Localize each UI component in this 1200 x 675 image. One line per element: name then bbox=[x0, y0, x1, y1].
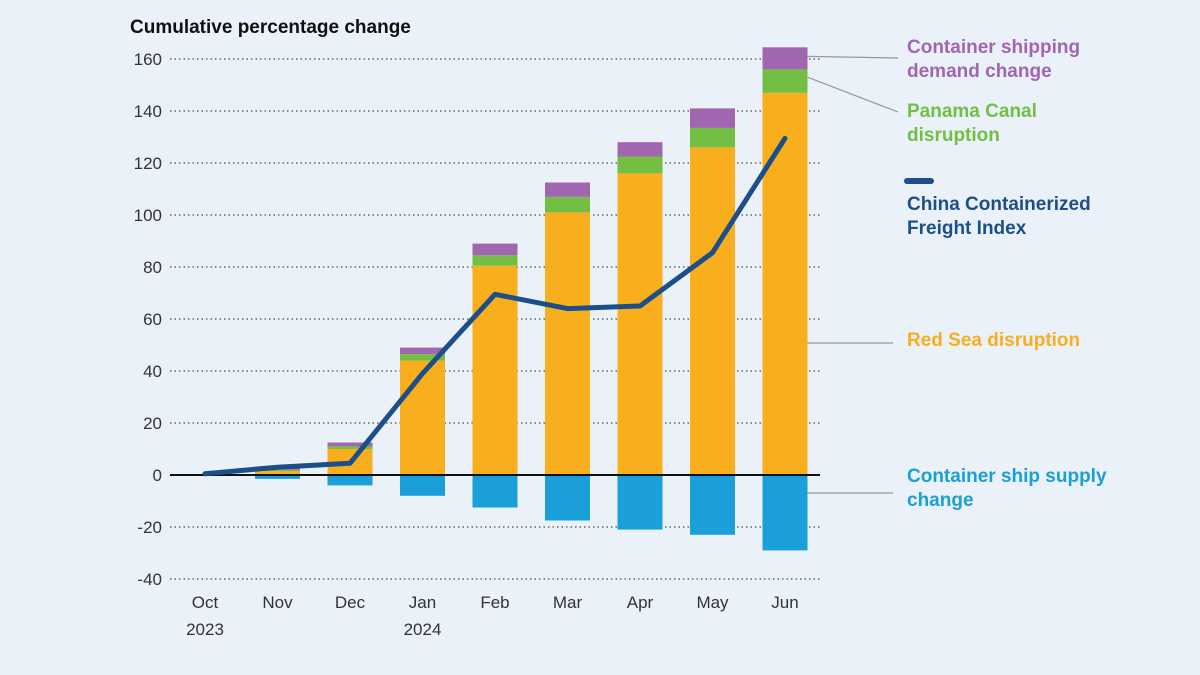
bar-panama-canal-disruption bbox=[327, 446, 373, 449]
bar-panama-canal-disruption bbox=[472, 255, 518, 266]
bar-panama-canal-disruption bbox=[545, 196, 590, 213]
freight-index-line bbox=[202, 135, 788, 477]
bar-panama-canal-disruption bbox=[690, 127, 735, 148]
bar-container-shipping-demand-change bbox=[327, 442, 373, 447]
legend: Container shipping demand change Panama Ca… bbox=[807, 37, 1107, 511]
bar-container-ship-supply-change bbox=[762, 475, 808, 551]
bar-container-shipping-demand-change bbox=[617, 142, 663, 157]
y-tick-label: 100 bbox=[134, 206, 162, 225]
x-tick-year-label: 2024 bbox=[404, 620, 442, 639]
bar-container-shipping-demand-change bbox=[762, 47, 808, 70]
legend-supply-change: Container ship supply change bbox=[907, 466, 1107, 511]
bar-red-sea-disruption bbox=[617, 173, 663, 475]
bar-container-ship-supply-change bbox=[255, 475, 300, 479]
x-tick-label: Feb bbox=[480, 593, 509, 612]
legend-china-index: China Containerized Freight Index bbox=[907, 194, 1091, 239]
bar-red-sea-disruption bbox=[545, 212, 590, 475]
x-tick-label: Dec bbox=[335, 593, 366, 612]
y-tick-label: 120 bbox=[134, 154, 162, 173]
bar-container-ship-supply-change bbox=[472, 475, 518, 508]
leader-line bbox=[807, 55, 899, 59]
bar-panama-canal-disruption bbox=[400, 354, 445, 361]
x-tick-year-label: 2023 bbox=[186, 620, 224, 639]
y-tick-label: 0 bbox=[153, 466, 162, 485]
x-tick-label: May bbox=[696, 593, 729, 612]
y-tick-label: 40 bbox=[143, 362, 162, 381]
bar-red-sea-disruption bbox=[400, 360, 445, 475]
y-tick-label: -40 bbox=[137, 570, 162, 589]
bar-container-ship-supply-change bbox=[617, 475, 663, 530]
bar-container-ship-supply-change bbox=[545, 475, 590, 521]
y-tick-label: -20 bbox=[137, 518, 162, 537]
bar-container-ship-supply-change bbox=[327, 475, 373, 486]
bar-red-sea-disruption bbox=[690, 147, 735, 475]
leader-line bbox=[807, 76, 899, 113]
x-tick-label: Nov bbox=[262, 593, 293, 612]
x-tick-label: Oct bbox=[192, 593, 219, 612]
bar-panama-canal-disruption bbox=[255, 469, 300, 472]
y-axis: 160 140 120 100 80 60 40 20 0 -20 -40 bbox=[134, 50, 162, 589]
bar-container-ship-supply-change bbox=[400, 475, 445, 496]
y-axis-title: Cumulative percentage change bbox=[130, 17, 411, 38]
bar-container-shipping-demand-change bbox=[472, 243, 518, 256]
bar-red-sea-disruption bbox=[472, 265, 518, 475]
y-tick-label: 20 bbox=[143, 414, 162, 433]
y-tick-label: 140 bbox=[134, 102, 162, 121]
bar-panama-canal-disruption bbox=[617, 156, 663, 174]
bar-red-sea-disruption bbox=[255, 471, 300, 475]
legend-demand-change: Container shipping demand change bbox=[907, 37, 1080, 82]
x-tick-label: Jun bbox=[771, 593, 798, 612]
legend-panama-canal: Panama Canal disruption bbox=[907, 101, 1037, 146]
y-tick-label: 80 bbox=[143, 258, 162, 277]
bar-panama-canal-disruption bbox=[762, 69, 808, 93]
x-tick-label: Apr bbox=[627, 593, 654, 612]
bars bbox=[255, 47, 808, 551]
legend-red-sea: Red Sea disruption bbox=[907, 330, 1080, 351]
bar-container-ship-supply-change bbox=[690, 475, 735, 535]
bar-container-shipping-demand-change bbox=[690, 108, 735, 128]
x-tick-label: Mar bbox=[553, 593, 583, 612]
bar-container-shipping-demand-change bbox=[545, 182, 590, 197]
bar-container-shipping-demand-change bbox=[400, 347, 445, 355]
line-china-containerized-freight-index bbox=[202, 135, 788, 477]
y-tick-label: 60 bbox=[143, 310, 162, 329]
x-tick-label: Jan bbox=[409, 593, 436, 612]
x-axis: Oct 2023 Nov Dec Jan 2024 Feb Mar Apr May Jun bbox=[186, 593, 799, 639]
y-tick-label: 160 bbox=[134, 50, 162, 69]
bar-red-sea-disruption bbox=[762, 92, 808, 476]
